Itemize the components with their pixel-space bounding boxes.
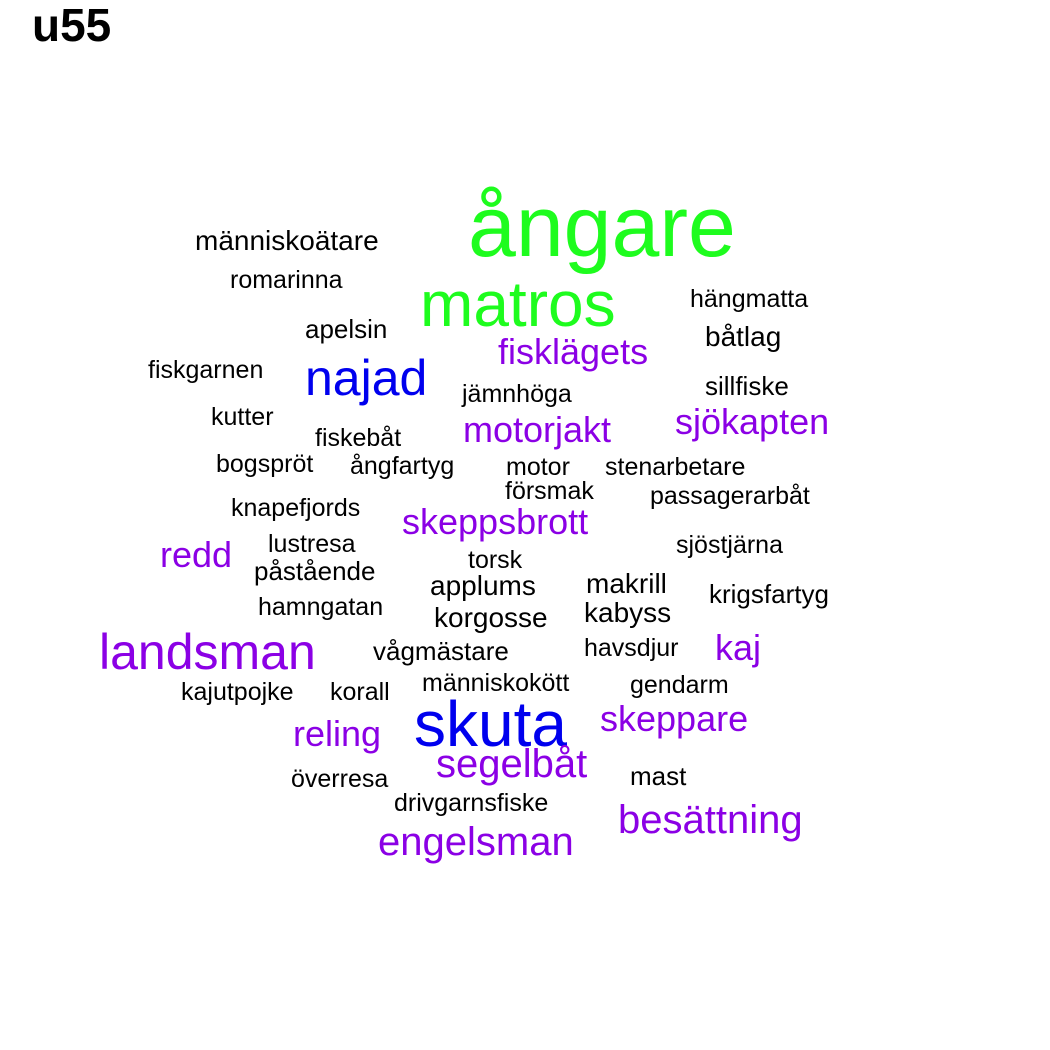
- word-segelbat: segelbåt: [436, 742, 588, 786]
- word-manniskoatare: människoätare: [195, 225, 379, 256]
- word-redd: redd: [160, 534, 233, 575]
- word-pastaende: påstående: [254, 556, 376, 586]
- word-angfartyg: ångfartyg: [350, 452, 455, 480]
- word-kajutpojke: kajutpojke: [181, 678, 294, 706]
- word-romarinna: romarinna: [230, 266, 343, 294]
- word-hangmatta: hängmatta: [690, 285, 809, 313]
- word-overresa: överresa: [291, 765, 389, 793]
- word-motorjakt: motorjakt: [463, 409, 612, 450]
- word-besattning: besättning: [618, 798, 803, 842]
- word-vagmastare: vågmästare: [373, 636, 509, 666]
- word-lustresa: lustresa: [268, 530, 356, 558]
- word-sjokapten: sjökapten: [675, 401, 830, 442]
- word-mast: mast: [630, 761, 687, 791]
- word-torsk: torsk: [468, 546, 523, 574]
- word-kutter: kutter: [211, 403, 274, 431]
- word-angare: ångare: [468, 179, 736, 275]
- word-skuta: skuta: [414, 688, 567, 760]
- word-landsman: landsman: [99, 624, 316, 680]
- word-havsdjur: havsdjur: [584, 634, 679, 662]
- word-applums: applums: [430, 570, 536, 601]
- word-reling: reling: [293, 713, 382, 754]
- word-gendarm: gendarm: [630, 671, 729, 699]
- word-batlag: båtlag: [705, 321, 782, 352]
- word-forsmak: försmak: [505, 477, 594, 505]
- word-skeppare: skeppare: [600, 698, 749, 739]
- word-sjostjarna: sjöstjärna: [676, 531, 783, 559]
- word-fiskebat: fiskebåt: [315, 424, 402, 452]
- word-manniskokott: människokött: [422, 669, 570, 697]
- word-drivgarnsfiske: drivgarnsfiske: [394, 789, 549, 817]
- word-hamngatan: hamngatan: [258, 593, 384, 621]
- word-engelsman: engelsman: [378, 820, 574, 864]
- word-jamnhoga: jämnhöga: [462, 380, 572, 408]
- word-sillfiske: sillfiske: [705, 371, 789, 401]
- word-stenarbetare: stenarbetare: [605, 453, 746, 481]
- word-matros: matros: [420, 268, 616, 340]
- word-korgosse: korgosse: [434, 602, 548, 633]
- page-title: u55: [32, 0, 112, 51]
- word-najad: najad: [305, 350, 428, 406]
- word-kabyss: kabyss: [584, 597, 672, 628]
- word-passagerarbat: passagerarbåt: [650, 482, 810, 510]
- word-knapefjords: knapefjords: [231, 494, 361, 522]
- word-bogsprot: bogspröt: [216, 450, 314, 478]
- word-krigsfartyg: krigsfartyg: [709, 579, 829, 609]
- word-skeppsbrott: skeppsbrott: [402, 501, 589, 542]
- word-makrill: makrill: [586, 568, 667, 599]
- word-kaj: kaj: [715, 627, 762, 668]
- word-apelsin: apelsin: [305, 314, 388, 344]
- word-fiskgarnen: fiskgarnen: [148, 356, 264, 384]
- word-motor: motor: [506, 453, 570, 481]
- word-korall: korall: [330, 678, 390, 706]
- word-fisklagets: fisklägets: [498, 331, 649, 372]
